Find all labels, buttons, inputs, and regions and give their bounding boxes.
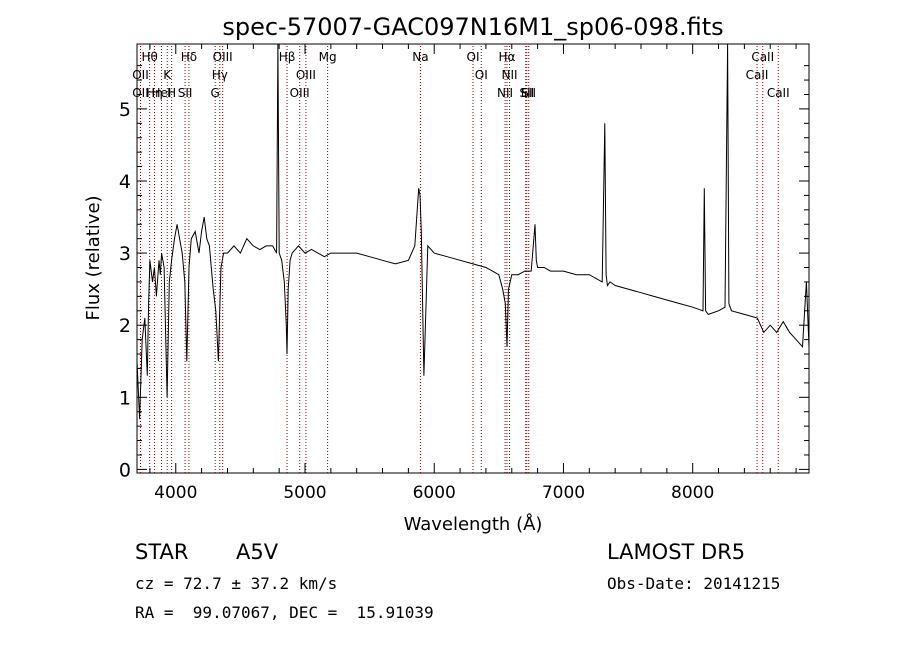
x-tick-label-3: 7000	[542, 483, 585, 503]
line-label-20: NII	[497, 86, 513, 100]
y-axis-label: Flux (relative)	[83, 195, 104, 320]
redshift-velocity: cz = 72.7 ± 37.2 km/s	[135, 574, 338, 593]
line-label-14: OIII	[290, 86, 310, 100]
line-label-26: CaII	[746, 68, 769, 82]
line-label-15: Mg	[319, 50, 337, 64]
y-tick-label-4: 4	[119, 171, 131, 193]
line-label-21: NII	[502, 68, 518, 82]
line-label-1: OII	[132, 68, 149, 82]
line-label-9: OIII	[213, 50, 233, 64]
line-label-5: HeI	[151, 86, 171, 100]
line-label-2: OII	[132, 86, 149, 100]
x-tick-label-1: 5000	[283, 483, 326, 503]
line-label-10: Hγ	[212, 68, 228, 82]
line-label-11: G	[211, 86, 220, 100]
line-label-23: Li	[521, 86, 531, 100]
survey-name: LAMOST DR5	[607, 540, 746, 564]
x-tick-label-2: 6000	[413, 483, 456, 503]
y-tick-label-0: 0	[119, 459, 131, 481]
line-label-24: SII	[521, 86, 536, 100]
line-label-3: Hη	[146, 86, 163, 100]
line-label-22: SII	[519, 86, 534, 100]
line-label-27: CaII	[767, 86, 790, 100]
line-label-16: Na	[412, 50, 428, 64]
line-label-4: K	[163, 68, 172, 82]
spectral-line-markers	[139, 46, 779, 473]
object-subclass: A5V	[236, 540, 279, 564]
line-label-25: CaII	[751, 50, 774, 64]
y-axis: 0 1 2 3 4 5	[119, 65, 809, 481]
coordinates: RA = 99.07067, DEC = 15.91039	[135, 603, 434, 622]
spectrum-line	[136, 43, 810, 419]
observation-date: Obs-Date: 20141215	[607, 574, 781, 593]
x-tick-label-4: 8000	[671, 483, 714, 503]
line-label-6: H	[167, 86, 176, 100]
line-label-17: OI	[467, 50, 480, 64]
x-axis: 4000 5000 6000 7000 8000	[149, 44, 797, 503]
y-tick-label-1: 1	[119, 387, 131, 409]
plot-frame	[136, 43, 810, 474]
x-axis-label: Wavelength (Å)	[404, 513, 543, 535]
line-label-0: Hθ	[141, 50, 157, 64]
chart-title: spec-57007-GAC097N16M1_sp06-098.fits	[222, 13, 723, 41]
object-class: STAR	[135, 540, 189, 564]
line-label-18: OI	[475, 68, 488, 82]
y-tick-label-3: 3	[119, 243, 131, 265]
line-label-7: Hδ	[181, 50, 197, 64]
line-label-19: Hα	[499, 50, 516, 64]
y-tick-label-5: 5	[119, 99, 131, 121]
line-label-13: OIII	[296, 68, 316, 82]
y-tick-label-2: 2	[119, 315, 131, 337]
line-label-8: SII	[178, 86, 193, 100]
x-tick-label-0: 4000	[154, 483, 197, 503]
line-label-12: Hβ	[279, 50, 296, 64]
